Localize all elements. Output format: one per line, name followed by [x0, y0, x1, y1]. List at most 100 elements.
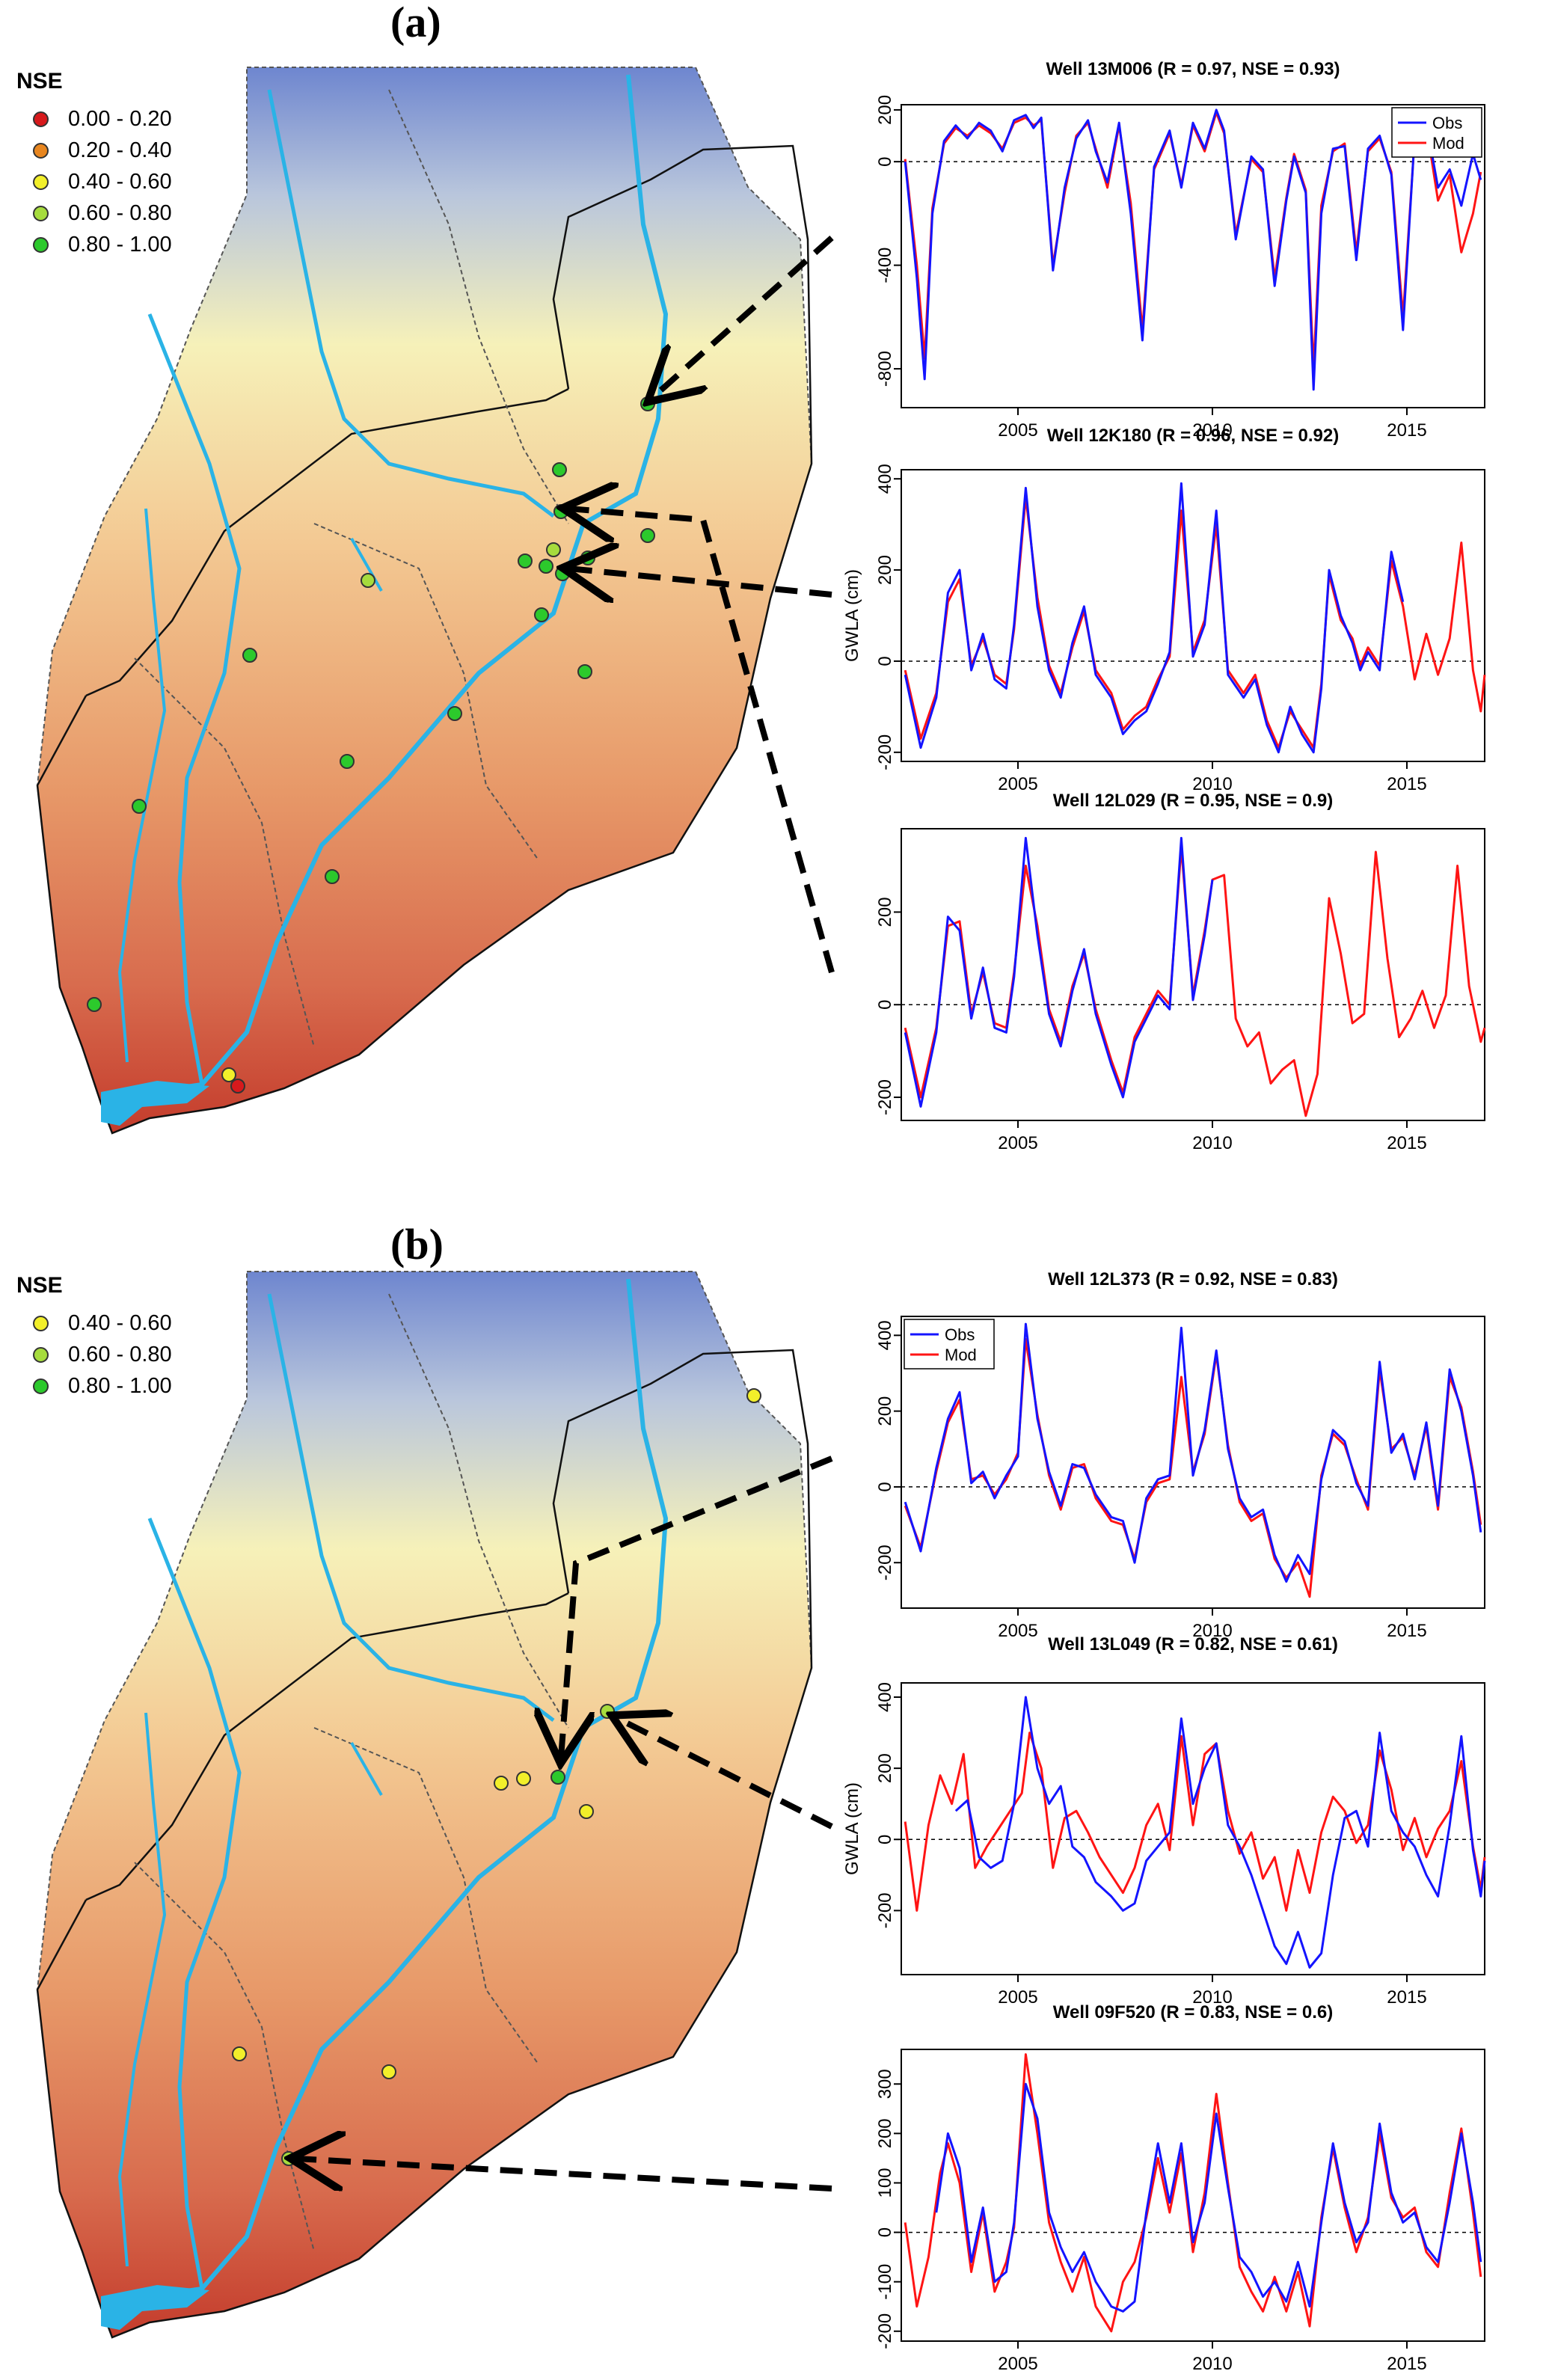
y-tick-label: 0 [875, 1000, 895, 1010]
well-marker[interactable] [534, 607, 549, 622]
well-marker[interactable] [553, 504, 568, 519]
leader-arrow [617, 1718, 833, 1830]
legend-b: NSE 0.40 - 0.60 0.60 - 0.80 0.80 - 1.00 [16, 1273, 172, 1402]
well-marker[interactable] [325, 869, 340, 884]
river [147, 313, 242, 1085]
x-tick-label: 2010 [1192, 420, 1232, 441]
map-b [36, 1271, 813, 2339]
legend-item: 0.80 - 1.00 [16, 1370, 172, 1402]
sub-basin-boundary [85, 387, 569, 697]
river [117, 1712, 167, 2267]
well-marker[interactable] [580, 550, 595, 565]
well-marker[interactable] [281, 2151, 296, 2166]
legend-label: 0.40 - 0.60 [68, 169, 172, 194]
series-line-obs [954, 1696, 1486, 1969]
legend-label: 0.60 - 0.80 [68, 200, 172, 225]
leader-arrow [561, 1456, 833, 1758]
plot-title: Well 12L373 (R = 0.92, NSE = 0.83) [1048, 1269, 1338, 1289]
well-marker[interactable] [640, 396, 655, 411]
well-marker[interactable] [555, 566, 570, 581]
x-tick-label: 2015 [1387, 420, 1426, 441]
legend-item: 0.40 - 0.60 [16, 166, 172, 197]
y-axis-label: GWLA (cm) [842, 1782, 862, 1875]
plot-legend: Obs Mod [1391, 107, 1482, 158]
plot-frame [901, 104, 1485, 408]
well-marker[interactable] [232, 2046, 247, 2061]
plot-frame [901, 828, 1485, 1121]
plot-legend: Obs Mod [904, 1319, 995, 1370]
y-tick-label: 400 [875, 464, 895, 494]
well-marker[interactable] [340, 754, 355, 769]
plot-title: Well 13L049 (R = 0.82, NSE = 0.61) [1048, 1634, 1338, 1654]
legend-item: 0.60 - 0.80 [16, 197, 172, 229]
plot-title: Well 13M006 (R = 0.97, NSE = 0.93) [1046, 59, 1340, 79]
well-marker[interactable] [550, 1770, 565, 1785]
leader-arrow [568, 568, 832, 595]
legend-box [1391, 107, 1482, 158]
well-marker[interactable] [230, 1079, 245, 1094]
legend-label: 0.20 - 0.40 [68, 138, 172, 162]
leader-lines-b [296, 1456, 833, 2192]
well-plot: Well 09F520 (R = 0.83, NSE = 0.6) -200 -10… [875, 2002, 1485, 2374]
y-tick-label: 0 [875, 2227, 895, 2237]
legend-a: NSE 0.00 - 0.20 0.20 - 0.40 0.40 - 0.60 … [16, 69, 172, 260]
river [350, 538, 383, 592]
x-tick-label: 2010 [1192, 774, 1232, 794]
x-tick-label: 2005 [998, 2354, 1037, 2374]
plot-title: Well 12K180 (R = 0.96, NSE = 0.92) [1047, 426, 1339, 446]
well-marker[interactable] [494, 1776, 509, 1791]
well-marker[interactable] [221, 1067, 236, 1082]
series-line-obs [935, 2082, 1482, 2313]
well-marker[interactable] [579, 1804, 594, 1819]
y-tick-label: 200 [875, 95, 895, 125]
legend-swatch [33, 111, 49, 127]
well-marker[interactable] [361, 573, 375, 588]
legend-swatch [33, 174, 49, 190]
x-tick-label: 2010 [1192, 2354, 1232, 2374]
legend-text: Obs [1432, 114, 1462, 132]
river [117, 508, 167, 1063]
x-tick-label: 2005 [998, 1987, 1037, 2008]
well-marker[interactable] [746, 1388, 761, 1403]
well-marker[interactable] [577, 664, 592, 679]
legend-label: 0.60 - 0.80 [68, 1342, 172, 1367]
sub-basin-boundary [85, 1592, 569, 1901]
well-marker[interactable] [600, 1704, 615, 1719]
well-marker[interactable] [447, 706, 462, 721]
legend-box [904, 1319, 995, 1370]
series-line-obs [904, 108, 1482, 391]
legend-item: 0.00 - 0.20 [16, 103, 172, 135]
plot-frame [901, 2049, 1485, 2342]
x-tick-label: 2005 [998, 774, 1037, 794]
legend-text: Mod [1432, 134, 1464, 153]
tributary-boundary [388, 89, 569, 524]
y-tick-label: 300 [875, 2069, 895, 2099]
legend-label: 0.80 - 1.00 [68, 232, 172, 257]
river [149, 74, 669, 1094]
x-tick-label: 2005 [998, 1133, 1037, 1153]
series-line-obs [904, 836, 1214, 1108]
well-marker[interactable] [518, 553, 533, 568]
sub-basin-boundary [36, 144, 813, 1135]
leader-arrow [652, 236, 834, 398]
panel-label-b: (b) [390, 1220, 444, 1269]
river [149, 1278, 669, 2298]
well-marker[interactable] [132, 799, 147, 814]
y-tick-label: 200 [875, 1396, 895, 1426]
legend-swatch [33, 142, 49, 159]
well-marker[interactable] [87, 997, 102, 1012]
x-tick-label: 2010 [1192, 1987, 1232, 2008]
well-marker[interactable] [516, 1771, 531, 1786]
well-marker[interactable] [381, 2064, 396, 2079]
legend-title: NSE [16, 69, 63, 93]
x-tick-label: 2015 [1387, 2354, 1426, 2374]
well-marker[interactable] [546, 542, 561, 557]
x-tick-label: 2015 [1387, 1987, 1426, 2008]
well-marker[interactable] [640, 528, 655, 543]
x-tick-label: 2010 [1192, 1133, 1232, 1153]
well-marker[interactable] [539, 559, 553, 574]
well-marker[interactable] [552, 462, 567, 477]
well-marker[interactable] [242, 648, 257, 663]
wells-b [232, 1388, 761, 2166]
river [350, 1742, 383, 1796]
